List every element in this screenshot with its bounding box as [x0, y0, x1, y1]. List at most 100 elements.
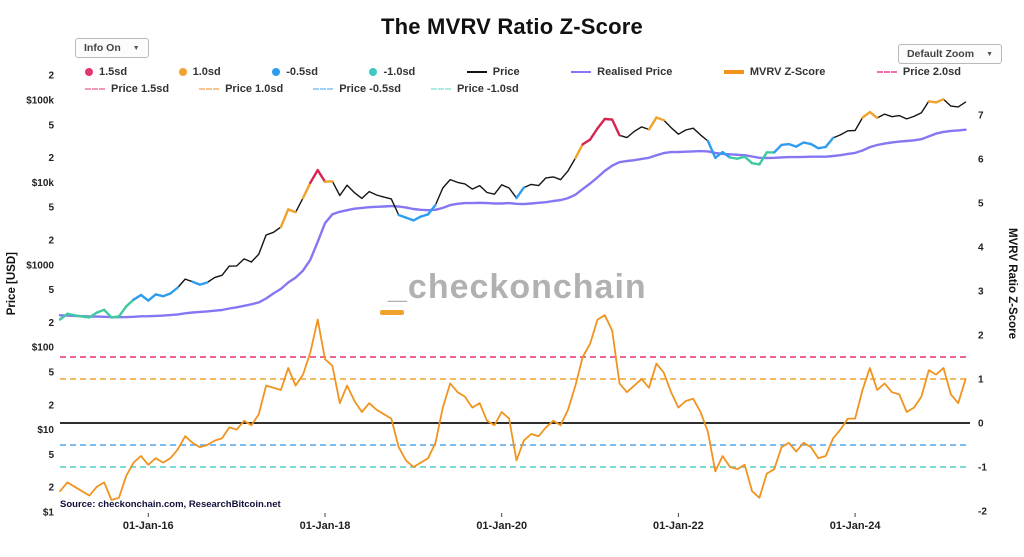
checkonchain-watermark: _checkonchain — [388, 268, 647, 306]
price-sd-overlay-segment — [80, 315, 91, 319]
legend-item-1-0sd[interactable]: -1.0sd — [369, 66, 415, 78]
price-sd-overlay-segment — [88, 311, 99, 319]
legend-label: Price -0.5sd — [339, 83, 401, 95]
legend-label: MVRV Z-Score — [749, 66, 826, 78]
legend-swatch-dot — [85, 68, 93, 76]
price-sd-overlay-segment — [809, 142, 820, 150]
price-sd-overlay-segment — [139, 293, 150, 302]
price-axis-tick: $1000 — [26, 260, 54, 271]
legend-item-price-1-5sd[interactable]: Price 1.5sd — [85, 83, 169, 95]
price-sd-overlay-segment — [795, 141, 805, 148]
price-sd-overlay-segment — [309, 168, 319, 185]
price-axis-tick: $10k — [32, 178, 55, 189]
info-toggle-label: Info On — [84, 42, 121, 54]
legend-item-price-1-0sd[interactable]: Price 1.0sd — [199, 83, 283, 95]
price-sd-overlay-segment — [154, 293, 165, 298]
mvrv-z-score-line — [59, 314, 967, 501]
price-sd-overlay-segment — [824, 136, 835, 149]
price-sd-overlay-segment — [603, 117, 614, 121]
legend-item-mvrv-z-score[interactable]: MVRV Z-Score — [723, 66, 826, 78]
date-axis-tick: 01-Jan-16 — [123, 520, 174, 532]
price-sd-overlay-segment — [611, 118, 621, 137]
price-sd-overlay-segment — [198, 281, 209, 286]
zoom-preset-dropdown[interactable]: Default Zoom ▼ — [897, 44, 1002, 64]
legend-item-price[interactable]: Price — [466, 66, 520, 78]
price-axis-tick: $1 — [43, 508, 55, 519]
price-sd-overlay-segment — [736, 155, 746, 160]
legend-label: Price -1.0sd — [456, 83, 519, 95]
legend-label: -0.5sd — [286, 66, 319, 78]
chevron-down-icon: ▼ — [986, 50, 993, 58]
legend-swatch-dashed — [876, 71, 897, 73]
date-axis-tick: 01-Jan-24 — [830, 520, 882, 532]
price-sd-overlay-segment — [95, 308, 106, 314]
left-axis-title: Price [USD] — [6, 252, 18, 316]
price-sd-overlay-segment — [655, 116, 665, 122]
watermark-accent-dash — [380, 310, 404, 315]
legend-swatch-dashed — [313, 88, 334, 90]
zscore-axis-tick: 7 — [978, 111, 984, 122]
price-sd-overlay-segment — [581, 138, 592, 146]
price-sd-overlay-segment — [743, 155, 754, 165]
realised-price-line — [58, 128, 967, 319]
legend-label: Price 1.5sd — [111, 83, 170, 95]
price-sd-overlay-segment — [132, 293, 143, 301]
date-axis-tick: 01-Jan-18 — [300, 520, 351, 532]
price-sd-overlay-segment — [721, 150, 732, 159]
price-sd-overlay-segment — [596, 117, 606, 130]
price-sd-overlay-segment — [419, 213, 430, 218]
zscore-axis-tick: -1 — [978, 463, 987, 474]
right-axis-title: MVRV Ratio Z-Score — [1006, 228, 1018, 339]
price-sd-overlay-segment — [301, 181, 312, 200]
legend-label: 1.5sd — [99, 66, 128, 78]
price-sd-overlay-segment — [66, 312, 76, 317]
legend-label: -1.0sd — [383, 66, 416, 78]
chevron-down-icon: ▼ — [132, 44, 140, 52]
legend-row-2: Price 1.5sd Price 1.0sd Price -0.5sd Price … — [85, 83, 519, 95]
legend-label: Price — [492, 66, 520, 78]
price-sd-overlay-segment — [102, 308, 113, 319]
legend-item-price-2-0sd[interactable]: Price 2.0sd — [876, 66, 961, 78]
price-sd-overlay-segment — [316, 168, 327, 183]
price-sd-overlay-segment — [110, 315, 121, 319]
zscore-axis-tick: 1 — [978, 375, 984, 386]
info-toggle-dropdown[interactable]: Info On ▼ — [75, 38, 149, 58]
date-axis-tick: 01-Jan-22 — [653, 520, 704, 532]
legend-swatch-dashed — [85, 88, 105, 90]
date-axis-tick: 01-Jan-20 — [476, 520, 527, 532]
price-sd-overlay-segment — [758, 151, 768, 166]
legend-item-1-0sd[interactable]: 1.0sd — [178, 66, 221, 78]
price-axis-tick: 2 — [48, 71, 54, 82]
price-sd-overlay-segment — [147, 293, 157, 302]
price-sd-overlay-segment — [287, 208, 297, 214]
price-axis-tick: 5 — [48, 120, 54, 131]
legend-item-realised-price[interactable]: Realised Price — [571, 66, 672, 78]
legend-item-0-5sd[interactable]: -0.5sd — [272, 66, 318, 78]
zscore-axis-tick: 2 — [978, 331, 984, 342]
legend-label: Realised Price — [597, 66, 673, 78]
legend-label: Price 2.0sd — [902, 66, 961, 78]
price-sd-overlay-segment — [161, 292, 172, 298]
zscore-axis-tick: 3 — [978, 287, 984, 298]
price-axis-tick: $100 — [32, 343, 55, 354]
zscore-axis-tick: 4 — [978, 243, 984, 254]
price-sd-overlay-segment — [73, 314, 84, 318]
price-axis-tick: 5 — [48, 285, 54, 296]
legend-item-1-5sd[interactable]: 1.5sd — [85, 66, 127, 78]
legend-item-price-1-0sd[interactable]: Price -1.0sd — [430, 83, 519, 95]
price-sd-overlay-segment — [426, 203, 437, 216]
price-sd-overlay-segment — [750, 161, 761, 166]
legend-item-price-0-5sd[interactable]: Price -0.5sd — [313, 83, 401, 95]
price-sd-overlay-segment — [191, 280, 202, 286]
price-sd-overlay-segment — [117, 305, 128, 318]
zscore-axis-tick: 6 — [978, 155, 984, 166]
price-sd-overlay-segment — [927, 100, 938, 104]
legend-label: Price 1.0sd — [225, 83, 284, 95]
price-sd-overlay-segment — [279, 208, 290, 229]
price-sd-overlay-segment — [412, 215, 422, 222]
price-axis-tick: 2 — [48, 483, 54, 494]
zscore-axis-tick: 0 — [978, 419, 984, 430]
source-attribution: Source: checkonchain.com, ResearchBitcoi… — [60, 499, 281, 510]
price-sd-overlay-segment — [728, 156, 739, 160]
